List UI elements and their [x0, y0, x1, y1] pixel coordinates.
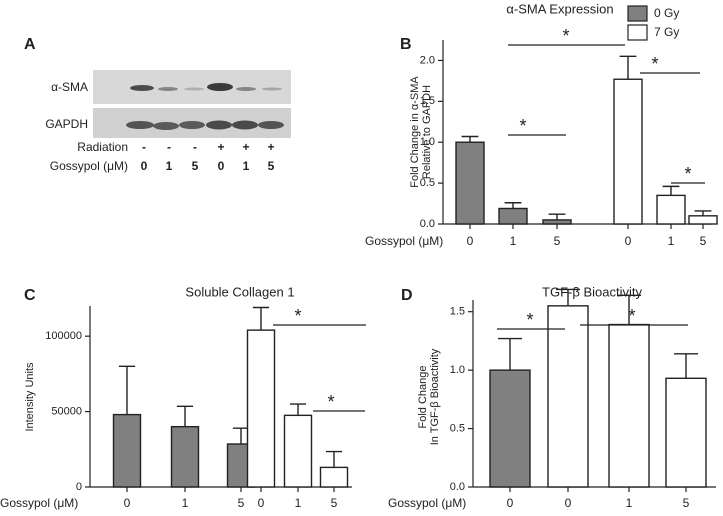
bar — [112, 413, 142, 488]
bar — [613, 78, 643, 225]
y-axis-label: In TGF-β Bioactivity — [429, 348, 441, 445]
x-tick-label: 1 — [295, 496, 302, 510]
significance-star: * — [294, 306, 301, 326]
legend-label: 0 Gy — [654, 6, 679, 20]
legend-swatch — [627, 5, 648, 22]
y-axis-label: Relative to GAPDH — [421, 85, 433, 179]
x-tick-label: 0 — [124, 496, 131, 510]
bands — [126, 83, 284, 130]
x-tick-label: 1 — [510, 234, 517, 248]
condition-value: + — [217, 140, 224, 154]
bar — [608, 323, 650, 488]
chart-title: Soluble Collagen 1 — [185, 284, 294, 299]
y-axis-label: Intensity Units — [24, 362, 36, 432]
y-tick-label: 50000 — [51, 405, 82, 417]
y-tick-label: 0 — [76, 481, 82, 493]
y-tick-label: 1.0 — [420, 136, 435, 148]
y-tick-label: 1.0 — [450, 364, 465, 376]
x-axis-label: Gossypol (μM) — [0, 496, 78, 510]
significance-star: * — [526, 310, 533, 330]
bar — [665, 377, 707, 488]
chart-title: α-SMA Expression — [506, 1, 613, 16]
x-axis-label: Gossypol (μM) — [388, 496, 466, 510]
bar — [688, 215, 718, 225]
x-tick-label: 0 — [625, 234, 632, 248]
bar — [489, 369, 531, 488]
legend-label: 7 Gy — [654, 25, 679, 39]
y-axis-label: Fold Change — [417, 366, 429, 429]
condition-value: 1 — [166, 159, 173, 173]
panel-label: D — [401, 287, 413, 304]
condition-value: + — [267, 140, 274, 154]
bar — [656, 194, 686, 225]
x-tick-label: 0 — [507, 496, 514, 510]
condition-value: 0 — [141, 159, 148, 173]
panel-label: B — [400, 36, 412, 53]
blot-row-label: α-SMA — [51, 80, 88, 94]
x-axis-label: Gossypol (μM) — [365, 234, 443, 248]
condition-label: Gossypol (μM) — [50, 159, 128, 173]
y-tick-label: 2.0 — [420, 54, 435, 66]
condition-value: + — [242, 140, 249, 154]
condition-label: Radiation — [77, 140, 128, 154]
blot-strip — [93, 70, 291, 104]
significance-star: * — [562, 26, 569, 46]
y-tick-label: 0.5 — [420, 177, 435, 189]
y-tick-label: 1.5 — [420, 95, 435, 107]
bar — [246, 329, 276, 488]
x-tick-label: 1 — [182, 496, 189, 510]
panel-label: A — [24, 36, 36, 53]
condition-value: 1 — [243, 159, 250, 173]
significance-star: * — [327, 392, 334, 412]
bar — [455, 141, 485, 225]
y-tick-label: 0.0 — [450, 481, 465, 493]
x-tick-label: 1 — [626, 496, 633, 510]
y-axis-label: Fold Change in α-SMA — [409, 76, 421, 188]
bar — [498, 207, 528, 225]
x-tick-label: 5 — [700, 234, 707, 248]
x-tick-label: 0 — [565, 496, 572, 510]
panel-label: C — [24, 287, 36, 304]
y-tick-label: 100000 — [45, 330, 82, 342]
condition-value: - — [142, 140, 146, 154]
significance-star: * — [519, 116, 526, 136]
significance-star: * — [628, 306, 635, 326]
x-tick-label: 5 — [554, 234, 561, 248]
x-tick-label: 5 — [238, 496, 245, 510]
x-tick-label: 0 — [467, 234, 474, 248]
x-tick-label: 5 — [683, 496, 690, 510]
x-tick-label: 0 — [258, 496, 265, 510]
condition-value: 5 — [268, 159, 275, 173]
y-tick-label: 0.0 — [420, 218, 435, 230]
condition-value: 0 — [218, 159, 225, 173]
condition-value: - — [167, 140, 171, 154]
condition-value: 5 — [192, 159, 199, 173]
bar — [542, 219, 572, 225]
significance-star: * — [651, 54, 658, 74]
legend-swatch — [627, 24, 648, 41]
blot-row-label: GAPDH — [45, 117, 88, 131]
bar — [547, 305, 589, 488]
x-tick-label: 5 — [331, 496, 338, 510]
bar — [319, 466, 349, 488]
chart-title: TGF-β Bioactivity — [542, 284, 642, 299]
bar — [170, 425, 200, 488]
significance-star: * — [684, 164, 691, 184]
x-tick-label: 1 — [668, 234, 675, 248]
bar — [283, 414, 313, 488]
y-tick-label: 1.5 — [450, 306, 465, 318]
condition-value: - — [193, 140, 197, 154]
y-tick-label: 0.5 — [450, 422, 465, 434]
